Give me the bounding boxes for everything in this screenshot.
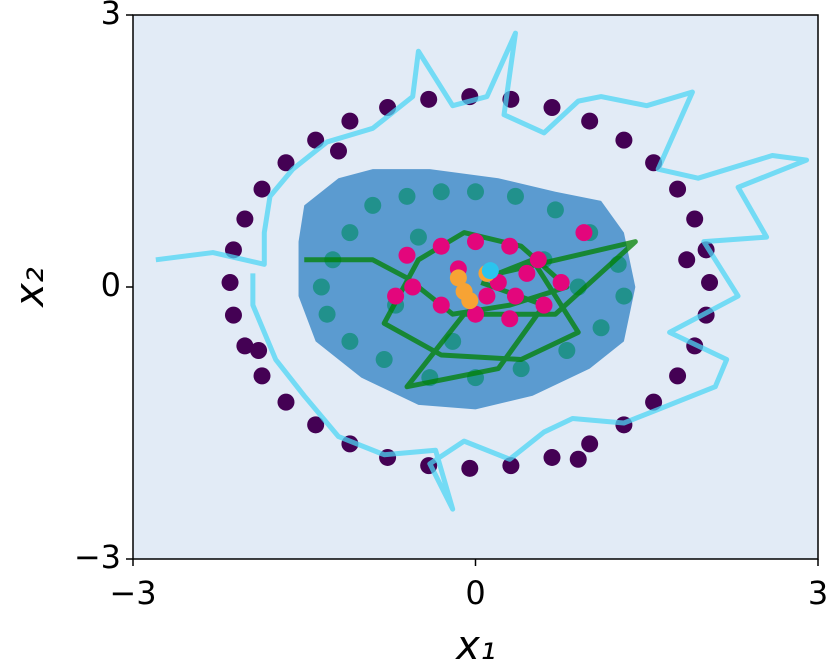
point bbox=[467, 305, 484, 323]
point bbox=[375, 351, 393, 369]
trajectory bbox=[155, 30, 810, 512]
point bbox=[502, 457, 520, 475]
point bbox=[669, 367, 687, 385]
point bbox=[501, 310, 519, 328]
point bbox=[581, 112, 599, 130]
point bbox=[277, 393, 295, 411]
y-tick-label: 0 bbox=[101, 266, 121, 304]
point bbox=[461, 292, 479, 310]
point bbox=[341, 332, 359, 350]
point bbox=[481, 262, 499, 280]
y-axis-label: x₂ bbox=[7, 267, 53, 309]
point bbox=[686, 210, 704, 228]
point bbox=[409, 228, 427, 246]
point bbox=[312, 278, 330, 296]
point bbox=[449, 269, 467, 287]
point bbox=[467, 233, 484, 251]
point bbox=[432, 237, 450, 255]
plot-area bbox=[155, 30, 810, 512]
point bbox=[506, 187, 524, 205]
point bbox=[461, 459, 479, 477]
point bbox=[221, 273, 239, 291]
point bbox=[552, 273, 570, 291]
y-tick-label: −3 bbox=[74, 538, 121, 576]
point bbox=[678, 251, 696, 269]
point bbox=[224, 306, 242, 324]
point bbox=[307, 416, 325, 434]
point bbox=[512, 360, 530, 378]
point bbox=[432, 183, 450, 201]
point bbox=[236, 210, 254, 228]
point bbox=[701, 273, 719, 291]
point bbox=[432, 296, 450, 314]
point bbox=[645, 393, 663, 411]
point bbox=[506, 287, 524, 305]
point bbox=[581, 435, 599, 453]
point bbox=[236, 337, 254, 355]
point bbox=[543, 98, 561, 116]
point bbox=[592, 319, 610, 337]
point bbox=[307, 131, 325, 149]
point bbox=[341, 224, 359, 242]
y-tick-label: 3 bbox=[101, 0, 121, 32]
point bbox=[364, 196, 382, 214]
point bbox=[387, 287, 405, 305]
point bbox=[467, 183, 484, 201]
x-axis-label: x₁ bbox=[454, 623, 496, 669]
point bbox=[277, 154, 295, 172]
point bbox=[615, 287, 633, 305]
point bbox=[535, 296, 553, 314]
x-tick-label: 0 bbox=[465, 574, 485, 612]
point bbox=[398, 246, 416, 264]
point bbox=[478, 287, 496, 305]
point bbox=[669, 180, 687, 198]
point bbox=[546, 201, 564, 219]
point bbox=[318, 305, 336, 323]
point bbox=[558, 341, 576, 359]
point bbox=[529, 251, 547, 269]
point bbox=[341, 112, 359, 130]
point bbox=[501, 237, 519, 255]
point bbox=[253, 367, 271, 385]
x-tick-label: 3 bbox=[808, 574, 828, 612]
point bbox=[518, 264, 536, 282]
point bbox=[398, 187, 416, 205]
point bbox=[569, 450, 587, 468]
point bbox=[575, 224, 593, 242]
point bbox=[253, 180, 271, 198]
point bbox=[330, 142, 347, 160]
point bbox=[615, 131, 633, 149]
point bbox=[404, 278, 422, 296]
x-tick-label: −3 bbox=[109, 574, 156, 612]
point bbox=[543, 448, 561, 466]
point bbox=[420, 90, 438, 108]
point bbox=[250, 341, 268, 359]
